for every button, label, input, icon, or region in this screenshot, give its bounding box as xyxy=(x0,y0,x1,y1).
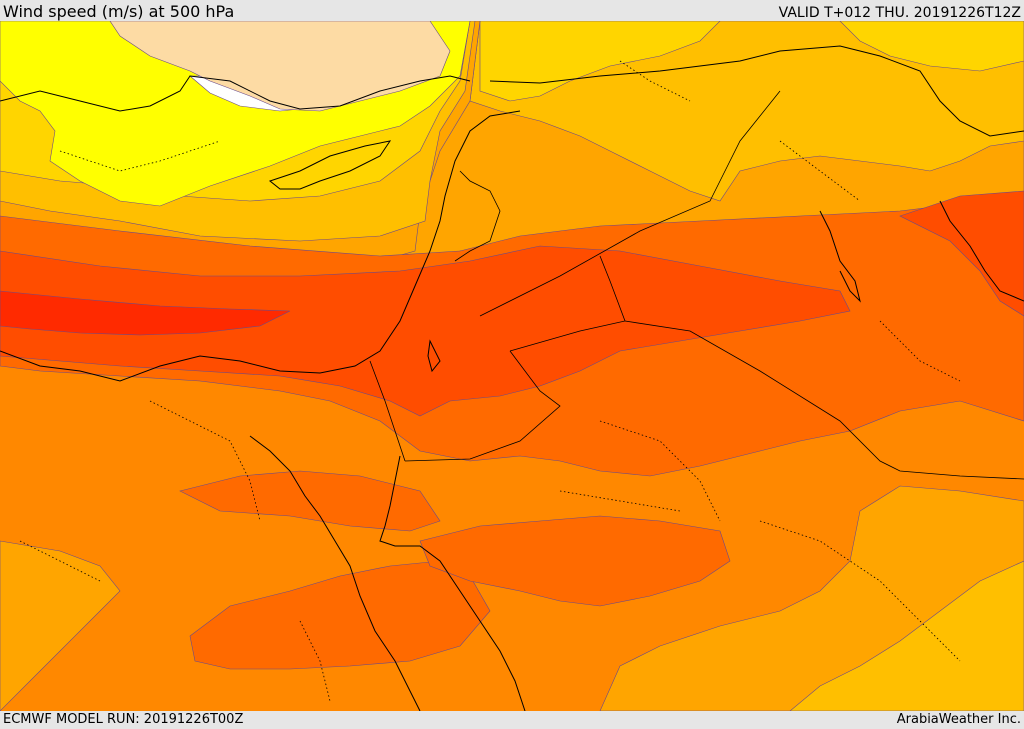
region-south-orange-dark-3 xyxy=(179,470,441,532)
admin-borders xyxy=(19,60,961,702)
region-ne-gold xyxy=(479,21,721,102)
region-jet-red-east xyxy=(899,190,1024,317)
region-sw-orange-light xyxy=(0,540,121,711)
footer-bar: ECMWF MODEL RUN: 20191226T00Z ArabiaWeat… xyxy=(0,711,1024,729)
region-se-amber xyxy=(789,560,1024,711)
region-jet-red xyxy=(0,290,291,336)
region-jet-red-orange xyxy=(0,245,851,417)
country-borders xyxy=(369,90,1024,480)
region-south-orange-dark xyxy=(189,560,491,670)
region-nw-tan xyxy=(109,21,451,112)
map-canvas xyxy=(0,21,1024,711)
credit-label: ArabiaWeather Inc. xyxy=(896,712,1021,727)
model-run-label: ECMWF MODEL RUN: 20191226T00Z xyxy=(3,712,244,727)
map-title: Wind speed (m/s) at 500 hPa xyxy=(3,2,235,21)
header-bar: Wind speed (m/s) at 500 hPa VALID T+012 … xyxy=(0,0,1024,21)
wind-speed-map[interactable] xyxy=(0,21,1024,711)
valid-time: VALID T+012 THU. 20191226T12Z xyxy=(778,5,1021,21)
coastlines xyxy=(0,45,1024,711)
region-far-ne-gold xyxy=(839,21,1024,72)
region-south-orange-dark-2 xyxy=(419,515,731,607)
